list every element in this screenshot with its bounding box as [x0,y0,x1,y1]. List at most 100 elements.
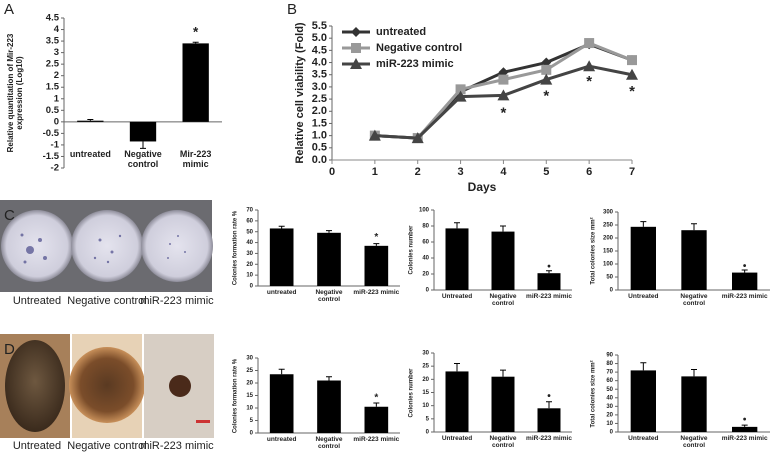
marker [627,55,637,66]
legend-label: miR-223 mimic [376,58,454,70]
error-bar [278,225,285,229]
y-tick-label: 5.0 [312,32,327,44]
x-tick-label: Negative control [489,435,517,450]
y-tick-label: 0 [426,430,430,436]
y-tick-label: 40 [422,256,429,262]
y-tick-label: 1 [54,93,60,104]
bar [681,376,707,432]
marker [626,68,638,80]
y-axis-label: Colonies number [408,368,415,418]
y-tick-label: 70 [246,208,253,214]
colony-images [0,200,213,292]
x-tick-label: Untreated [628,435,659,442]
annotation: * [193,25,199,40]
y-axis-label: Colonies number [408,225,415,275]
x-tick-label: untreated [266,289,297,296]
error-bar [546,401,552,409]
y-tick-label: 20 [422,272,429,278]
y-tick-label: -0.5 [43,128,60,139]
y-tick-label: 100 [419,208,430,214]
y-tick-label: 60 [422,240,429,246]
error-bar [546,270,552,274]
x-tick-label: 2 [415,166,421,178]
x-axis-label: Days [468,180,497,194]
bar [491,376,515,432]
bar [537,408,561,432]
bar [364,406,389,433]
y-tick-label: 200 [603,236,614,242]
y-tick-label: 4.0 [312,56,327,68]
image-label: miR-223 mimic [140,440,214,452]
bar [732,272,758,290]
bar [364,245,389,286]
bar [445,371,469,432]
image-label: Negative control [67,440,147,452]
y-tick-label: 0.5 [312,142,327,154]
bar [681,230,707,290]
y-tick-label: 2.5 [46,59,60,70]
bar [317,380,341,433]
x-tick-label: untreated [266,436,297,443]
y-tick-label: 80 [422,224,429,230]
y-axis-label: Total colonies size mm² [590,217,597,285]
y-tick-label: 1.0 [312,130,327,142]
bar [491,231,515,290]
x-tick-label: Mir-223 mimic [179,149,212,169]
bar [269,374,294,433]
y-tick-label: 3.5 [312,69,327,81]
x-tick-label: Negative control [315,436,343,451]
y-tick-label: 10 [246,406,253,412]
y-tick-label: 4.5 [46,13,60,24]
annotation: * [501,105,507,122]
x-tick-label: Negative control [315,289,343,304]
y-tick-label: 0 [250,284,254,290]
marker [351,27,361,37]
y-tick-label: 20 [246,262,253,268]
y-axis-label: Colonies formation rate % [232,358,239,433]
x-tick-label: untreated [69,149,111,159]
marker [368,129,381,141]
y-tick-label: 20 [246,381,253,387]
y-tick-label: 5.5 [312,20,327,32]
x-tick-label: 4 [500,166,507,178]
x-tick-label: miR-223 mimic [353,289,400,296]
y-tick-label: 5 [250,418,254,424]
bar [77,120,104,122]
x-tick-label: Untreated [441,293,473,300]
image-label: Untreated [12,295,62,307]
y-tick-label: 0 [610,430,614,436]
y-tick-label: 90 [606,353,613,359]
y-tick-label: 20 [422,377,429,383]
error-bar [500,369,506,377]
error-bar [326,230,332,233]
annotation: • [743,415,747,426]
y-tick-label: 0.0 [312,154,327,166]
marker [584,38,595,49]
error-bar [640,362,647,371]
marker [540,73,553,85]
image-label: miR-223 mimic [140,295,214,307]
y-tick-label: 30 [422,351,429,357]
y-tick-label: 10 [422,403,429,409]
y-tick-label: 15 [246,393,253,399]
error-bar [87,119,94,121]
y-axis-label: Relative cell viability (Fold) [293,22,306,164]
y-tick-label: 25 [246,368,253,374]
error-bar [278,368,285,375]
y-tick-label: 20 [606,412,613,418]
y-tick-label: 50 [246,229,253,235]
y-tick-label: 30 [246,356,253,362]
y-tick-label: 150 [603,249,614,255]
marker [411,132,424,144]
error-bar [741,269,748,273]
y-tick-label: 3.5 [46,36,60,47]
error-bar [454,363,460,372]
y-axis-label: Total colonies size mm² [590,359,597,428]
error-bar [691,369,697,377]
y-tick-label: 0.5 [46,105,60,116]
y-tick-label: 40 [246,240,253,246]
marker [498,74,509,85]
x-tick-label: 7 [629,166,635,178]
x-tick-label: 1 [372,166,378,178]
y-axis-label: Colonies formation rate % [232,210,239,286]
